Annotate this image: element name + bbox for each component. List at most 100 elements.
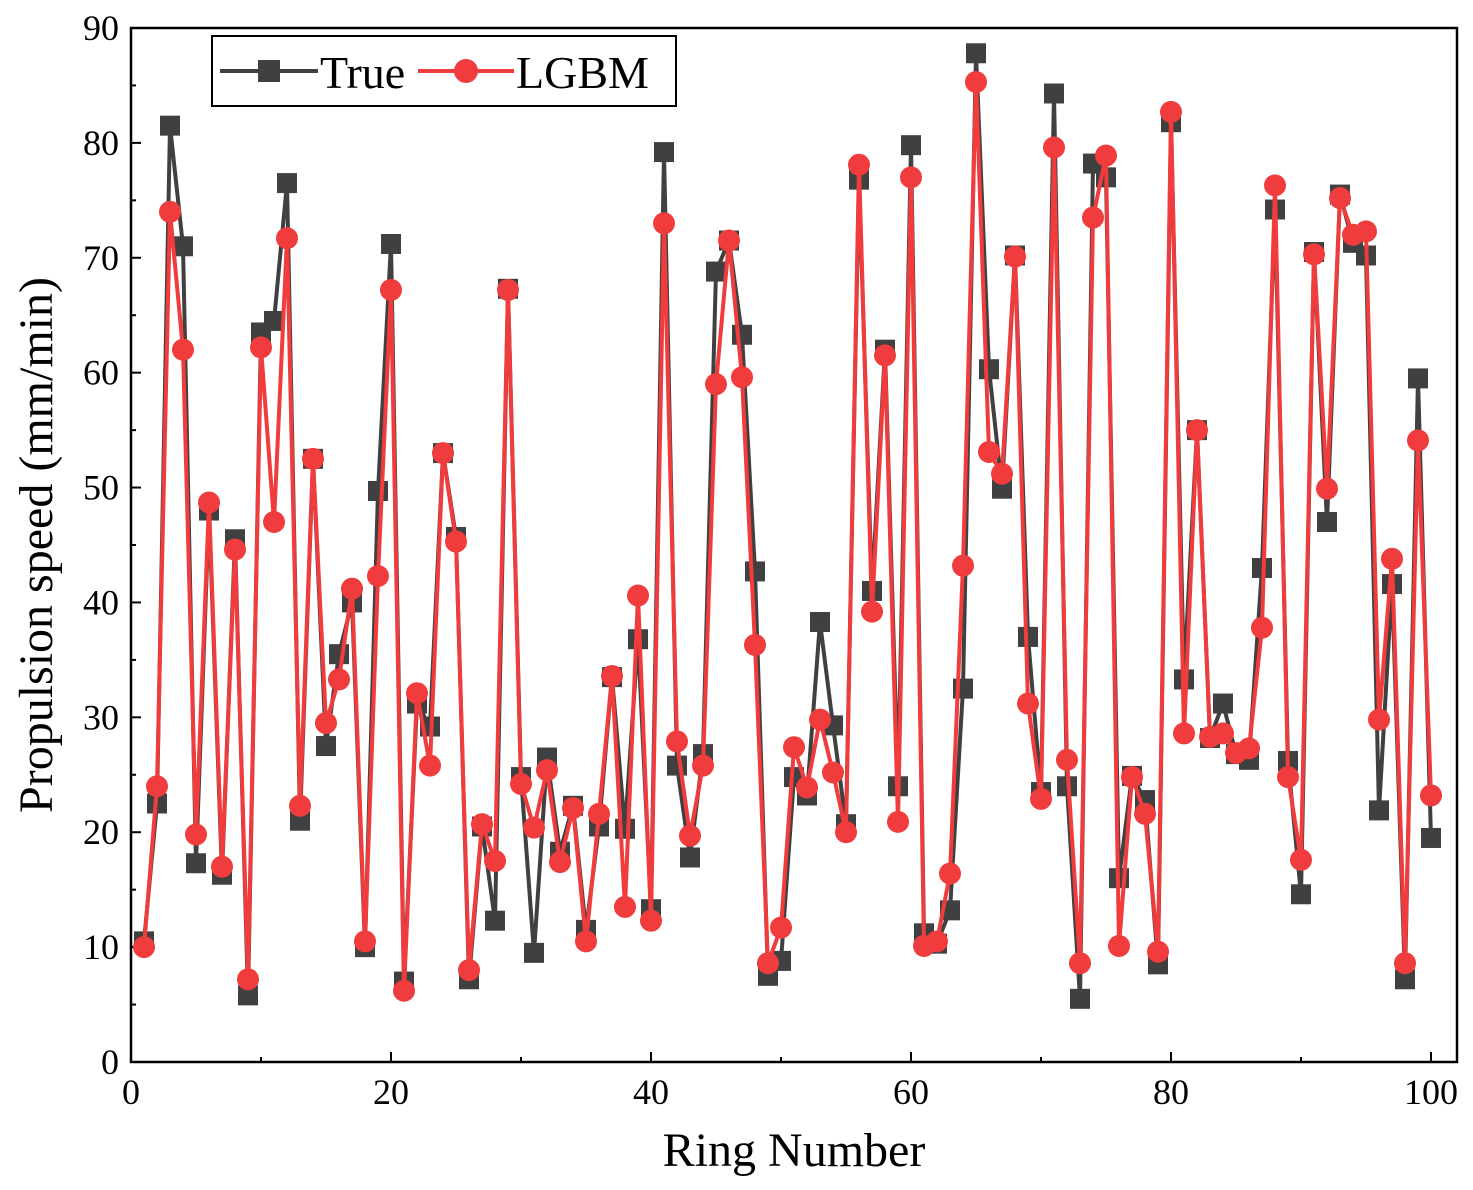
y-axis-title: Propulsion speed (mm/min) xyxy=(10,277,63,813)
data-point xyxy=(978,440,1000,463)
data-point xyxy=(1186,419,1208,442)
data-point xyxy=(744,633,766,656)
data-point xyxy=(1316,477,1338,500)
data-point xyxy=(524,942,544,963)
y-axis: 0 10 20 30 40 50 60 70 80 90 xyxy=(83,8,141,1082)
data-point xyxy=(1108,934,1130,957)
data-point xyxy=(250,336,272,359)
data-point xyxy=(1095,144,1117,167)
data-point xyxy=(1291,884,1311,905)
data-point xyxy=(692,754,714,777)
y-tick-label: 30 xyxy=(83,697,119,737)
data-point xyxy=(264,310,284,331)
data-point xyxy=(706,261,726,282)
data-point xyxy=(614,895,636,918)
y-tick-label: 50 xyxy=(83,468,119,508)
data-point xyxy=(1303,243,1325,266)
legend-label-lgbm: LGBM xyxy=(516,47,649,98)
data-point xyxy=(757,952,779,975)
x-axis-title: Ring Number xyxy=(663,1124,926,1177)
data-point xyxy=(445,530,467,553)
data-point xyxy=(615,818,635,839)
data-point xyxy=(861,600,883,623)
data-point xyxy=(1017,692,1039,715)
data-point xyxy=(523,816,545,839)
data-point xyxy=(1147,940,1169,963)
data-point xyxy=(679,824,701,847)
data-point xyxy=(289,794,311,817)
data-point xyxy=(133,936,155,959)
data-point xyxy=(381,233,401,254)
data-point xyxy=(1317,512,1337,533)
data-point xyxy=(290,810,310,831)
data-point xyxy=(211,855,233,878)
data-point xyxy=(471,813,493,836)
data-point xyxy=(901,135,921,156)
data-point xyxy=(770,916,792,939)
x-tick-label: 100 xyxy=(1404,1072,1458,1112)
data-point xyxy=(1238,737,1260,760)
data-point xyxy=(1004,245,1026,268)
data-point xyxy=(848,153,870,176)
data-point xyxy=(731,366,753,389)
data-point xyxy=(367,565,389,588)
data-point xyxy=(874,344,896,367)
data-point xyxy=(640,909,662,932)
data-point xyxy=(1381,547,1403,570)
data-point xyxy=(1290,848,1312,871)
data-point xyxy=(432,442,454,465)
x-tick-label: 60 xyxy=(893,1072,929,1112)
x-tick-label: 0 xyxy=(122,1072,140,1112)
data-point xyxy=(263,511,285,534)
data-point xyxy=(654,142,674,163)
data-point xyxy=(316,736,336,757)
data-point xyxy=(939,862,961,885)
data-point xyxy=(354,930,376,953)
data-point xyxy=(329,644,349,665)
data-point xyxy=(667,755,687,776)
data-point xyxy=(952,554,974,577)
data-point xyxy=(276,227,298,250)
x-tick-label: 20 xyxy=(373,1072,409,1112)
y-tick-label: 80 xyxy=(83,123,119,163)
data-point xyxy=(1173,722,1195,745)
data-point xyxy=(277,173,297,194)
data-point xyxy=(186,853,206,874)
legend-marker-lgbm xyxy=(454,59,478,83)
data-point xyxy=(341,577,363,600)
data-point xyxy=(406,682,428,705)
data-point xyxy=(224,538,246,561)
data-point xyxy=(173,236,193,257)
data-point xyxy=(992,478,1012,499)
data-point xyxy=(809,708,831,731)
data-point xyxy=(393,979,415,1002)
data-point xyxy=(1212,722,1234,745)
data-point xyxy=(745,561,765,582)
data-point xyxy=(1044,83,1064,104)
x-tick-label: 40 xyxy=(633,1072,669,1112)
data-point xyxy=(510,772,532,795)
data-point xyxy=(653,212,675,235)
y-tick-label: 90 xyxy=(83,8,119,48)
data-point xyxy=(368,481,388,502)
data-point xyxy=(1213,693,1233,714)
series-layer xyxy=(133,43,1442,1009)
data-point xyxy=(497,278,519,301)
data-point xyxy=(627,584,649,607)
data-point xyxy=(835,821,857,844)
data-point xyxy=(705,373,727,396)
data-point xyxy=(796,776,818,799)
data-point xyxy=(1355,220,1377,243)
data-point xyxy=(160,115,180,136)
data-point xyxy=(1277,766,1299,789)
data-point xyxy=(1368,708,1390,731)
data-point xyxy=(302,447,324,470)
data-point xyxy=(1420,784,1442,807)
data-point xyxy=(575,930,597,953)
data-point xyxy=(979,359,999,380)
y-tick-label: 60 xyxy=(83,353,119,393)
data-point xyxy=(485,910,505,931)
data-point xyxy=(601,664,623,687)
series-lgbm xyxy=(133,70,1442,1002)
data-point xyxy=(159,200,181,223)
